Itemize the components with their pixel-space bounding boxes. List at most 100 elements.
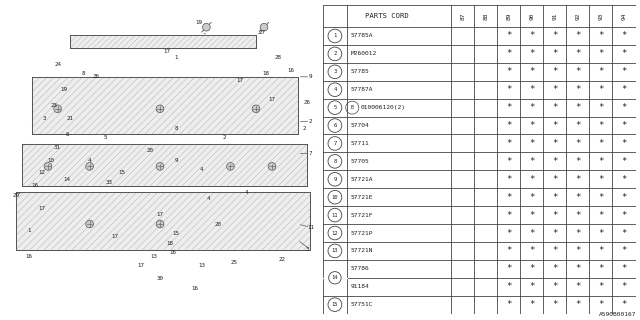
Text: *: *: [506, 282, 511, 291]
Text: *: *: [621, 103, 627, 112]
Circle shape: [156, 220, 164, 228]
Text: *: *: [598, 264, 604, 273]
Text: A590B00167: A590B00167: [599, 312, 637, 317]
Text: 21: 21: [67, 116, 74, 121]
Text: 33: 33: [106, 180, 112, 185]
Text: *: *: [552, 157, 557, 166]
Text: *: *: [621, 85, 627, 94]
Text: 8: 8: [333, 159, 337, 164]
Text: *: *: [552, 31, 557, 41]
Text: 9: 9: [308, 74, 312, 79]
Text: 9: 9: [333, 177, 337, 182]
Text: *: *: [506, 157, 511, 166]
Text: 26: 26: [93, 74, 99, 79]
Text: *: *: [575, 264, 580, 273]
Text: *: *: [529, 67, 534, 76]
Polygon shape: [70, 35, 256, 48]
Text: 16: 16: [288, 68, 294, 73]
Text: *: *: [575, 31, 580, 41]
Text: 18: 18: [262, 71, 269, 76]
Text: 15: 15: [332, 302, 338, 307]
Text: *: *: [529, 264, 534, 273]
Text: 57721F: 57721F: [350, 212, 373, 218]
Text: 3: 3: [305, 247, 309, 252]
Text: 30: 30: [157, 276, 163, 281]
Text: 18: 18: [166, 241, 173, 246]
Text: 22: 22: [278, 257, 285, 262]
Text: 6: 6: [333, 123, 337, 128]
Text: 20: 20: [147, 148, 154, 153]
Text: *: *: [575, 175, 580, 184]
Text: *: *: [575, 193, 580, 202]
Text: 17: 17: [138, 263, 144, 268]
Text: 8: 8: [81, 71, 85, 76]
Text: 57787A: 57787A: [350, 87, 373, 92]
Text: *: *: [552, 228, 557, 237]
Text: *: *: [621, 300, 627, 309]
Text: *: *: [598, 103, 604, 112]
Text: 9: 9: [174, 157, 178, 163]
Text: 57705: 57705: [350, 159, 369, 164]
Text: *: *: [529, 211, 534, 220]
Text: 20: 20: [214, 221, 221, 227]
Text: *: *: [621, 49, 627, 58]
Text: 11: 11: [307, 225, 314, 230]
Text: 19: 19: [195, 20, 202, 25]
Text: 57721P: 57721P: [350, 230, 373, 236]
Text: 17: 17: [237, 77, 243, 83]
Text: 14: 14: [332, 275, 338, 280]
Text: *: *: [575, 282, 580, 291]
Circle shape: [86, 220, 93, 228]
Text: *: *: [506, 31, 511, 41]
Bar: [16, 192, 310, 250]
Circle shape: [260, 23, 268, 31]
Text: *: *: [552, 103, 557, 112]
Text: *: *: [529, 85, 534, 94]
Text: *: *: [552, 211, 557, 220]
Circle shape: [252, 105, 260, 113]
Text: 26: 26: [304, 100, 310, 105]
Text: 28: 28: [275, 55, 282, 60]
Text: 15: 15: [118, 170, 125, 175]
Text: 4: 4: [88, 157, 92, 163]
Text: 57721E: 57721E: [350, 195, 373, 200]
Text: 57751C: 57751C: [350, 302, 373, 307]
Text: *: *: [621, 211, 627, 220]
Text: 5: 5: [104, 135, 108, 140]
Text: *: *: [575, 246, 580, 255]
Text: 29: 29: [13, 193, 19, 198]
Text: *: *: [621, 31, 627, 41]
Text: *: *: [575, 139, 580, 148]
Text: *: *: [529, 175, 534, 184]
Text: *: *: [529, 282, 534, 291]
Text: *: *: [552, 246, 557, 255]
Polygon shape: [32, 77, 298, 134]
Text: 25: 25: [230, 260, 237, 265]
Text: *: *: [598, 49, 604, 58]
Text: M260012: M260012: [350, 52, 376, 56]
Text: 7: 7: [333, 141, 337, 146]
Text: *: *: [575, 157, 580, 166]
Text: 2: 2: [308, 119, 312, 124]
Text: *: *: [575, 300, 580, 309]
Text: *: *: [575, 228, 580, 237]
Text: 57721N: 57721N: [350, 248, 373, 253]
Text: 17: 17: [38, 205, 45, 211]
Text: *: *: [598, 139, 604, 148]
Text: *: *: [552, 282, 557, 291]
Text: *: *: [621, 264, 627, 273]
Text: 3: 3: [333, 69, 337, 74]
Text: *: *: [506, 49, 511, 58]
Text: 13: 13: [198, 263, 205, 268]
Text: *: *: [529, 121, 534, 130]
Text: 8: 8: [174, 125, 178, 131]
Text: *: *: [621, 139, 627, 148]
Text: PARTS CORD: PARTS CORD: [365, 13, 409, 19]
Text: *: *: [506, 121, 511, 130]
Text: *: *: [552, 300, 557, 309]
Circle shape: [268, 163, 276, 170]
Text: 57785: 57785: [350, 69, 369, 74]
Text: *: *: [506, 246, 511, 255]
Text: 13: 13: [332, 248, 338, 253]
Text: *: *: [506, 139, 511, 148]
